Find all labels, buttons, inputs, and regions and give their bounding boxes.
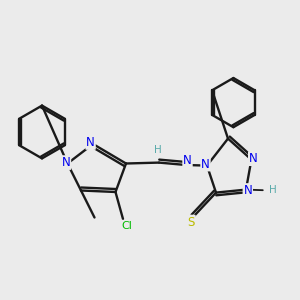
Text: H: H: [154, 145, 161, 155]
Text: N: N: [243, 184, 252, 197]
Text: N: N: [61, 156, 70, 169]
Text: N: N: [201, 158, 210, 171]
Text: H: H: [269, 184, 277, 195]
Text: Cl: Cl: [122, 220, 133, 231]
Text: N: N: [183, 154, 192, 167]
Text: N: N: [86, 136, 95, 149]
Text: S: S: [188, 215, 195, 229]
Text: N: N: [249, 152, 258, 165]
